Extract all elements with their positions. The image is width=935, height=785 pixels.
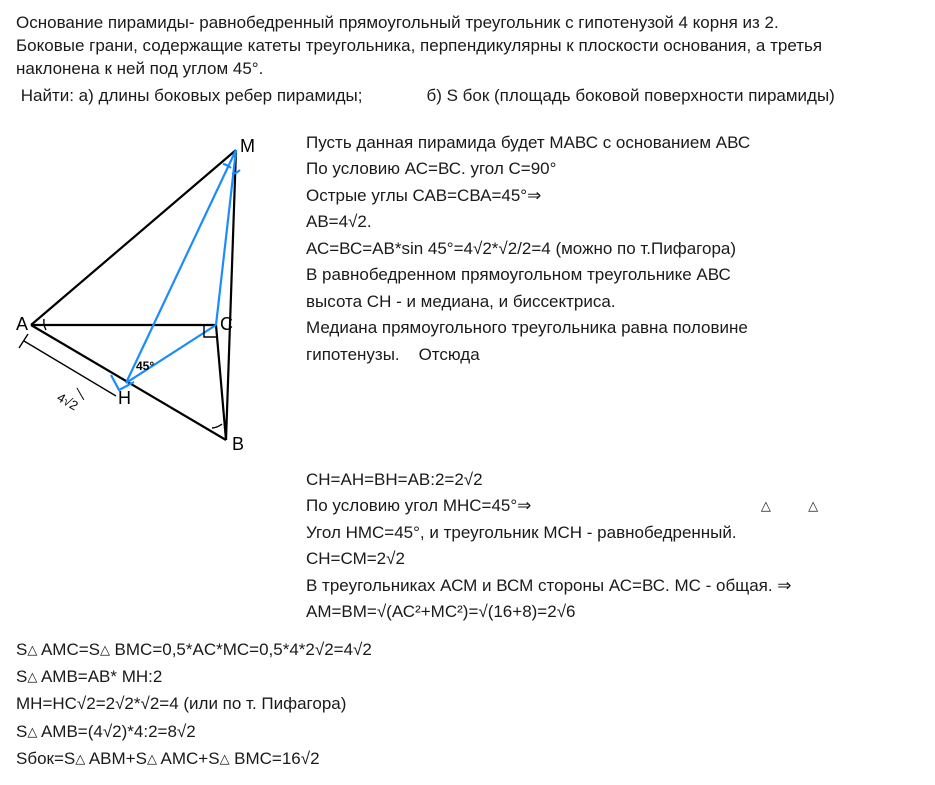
cont-4: СН=СМ=2√2	[306, 546, 919, 572]
cont-3: Угол НМС=45°, и треугольник МСН - равноб…	[306, 520, 919, 546]
area-2: S△ AMB=AB* MH:2	[16, 664, 919, 690]
triangle-icon: △	[27, 667, 37, 687]
triangle-icon: △	[27, 640, 37, 660]
solution-column: Пусть данная пирамида будет МАВС с основ…	[306, 130, 919, 465]
cont-1: СН=АН=ВН=АВ:2=2√2	[306, 467, 919, 493]
label-A: A	[16, 314, 28, 334]
area-1: S△ AMC=S△ BMC=0,5*AC*MC=0,5*4*2√2=4√2	[16, 637, 919, 663]
area-5: Sбок=S△ ABM+S△ AMC+S△ BMC=16√2	[16, 746, 919, 772]
label-B: B	[232, 434, 244, 454]
label-H: H	[118, 388, 131, 408]
label-M: M	[240, 136, 255, 156]
label-45: 45°	[136, 359, 154, 373]
label-hyp: 4√2	[55, 389, 81, 413]
pyramid-svg: A C B M H 45° 4√2	[16, 130, 306, 460]
problem-line-3: наклонена к ней под углом 45°.	[16, 58, 919, 81]
dim-tick-A	[19, 334, 28, 348]
triangle-icon: △	[808, 496, 818, 515]
find-b: б) S бок (площадь боковой поверхности пи…	[426, 85, 834, 108]
sol-4: АВ=4√2.	[306, 209, 919, 235]
triangle-icon: △	[761, 496, 771, 515]
cont-5: В треугольниках АСМ и ВСМ стороны АС=ВС.…	[306, 573, 919, 599]
problem-line-2: Боковые грани, содержащие катеты треугол…	[16, 35, 919, 58]
triangle-icon: △	[220, 749, 230, 769]
find-row: Найти: а) длины боковых ребер пирамиды; …	[16, 85, 919, 108]
triangle-icon: △	[100, 640, 110, 660]
main-row: A C B M H 45° 4√2 Пусть данная пирамида …	[16, 130, 919, 465]
sol-5: АС=ВС=АВ*sin 45°=4√2*√2/2=4 (можно по т.…	[306, 236, 919, 262]
triangle-icon: △	[75, 749, 85, 769]
edge-CB	[216, 325, 226, 440]
triangle-icon: △	[27, 722, 37, 742]
area-calc: S△ AMC=S△ BMC=0,5*AC*MC=0,5*4*2√2=4√2 S△…	[16, 637, 919, 773]
sol-2: По условию АС=ВС. угол С=90°	[306, 156, 919, 182]
area-3: MH=HC√2=2√2*√2=4 (или по т. Пифагора)	[16, 691, 919, 717]
find-a: Найти: а) длины боковых ребер пирамиды;	[16, 85, 362, 108]
sol-7: высота СН - и медиана, и биссектриса.	[306, 289, 919, 315]
sol-1: Пусть данная пирамида будет МАВС с основ…	[306, 130, 919, 156]
arc-B	[212, 424, 222, 428]
sol-6: В равнобедренном прямоугольном треугольн…	[306, 262, 919, 288]
cont-6: АМ=ВМ=√(АС²+МС²)=√(16+8)=2√6	[306, 599, 919, 625]
edge-AM	[31, 150, 236, 325]
problem-statement: Основание пирамиды- равнобедренный прямо…	[16, 12, 919, 108]
triangle-icon: △	[147, 749, 157, 769]
sol-8: Медиана прямоугольного треугольника равн…	[306, 315, 919, 341]
label-C: C	[220, 314, 233, 334]
sol-9: гипотенузы. Отсюда	[306, 342, 919, 368]
cont-2: По условию угол МНС=45°⇒ △ △	[306, 493, 919, 519]
sol-3: Острые углы САВ=СВА=45°⇒	[306, 183, 919, 209]
area-4: S△ AMB=(4√2)*4:2=8√2	[16, 719, 919, 745]
solution-continued: СН=АН=ВН=АВ:2=2√2 По условию угол МНС=45…	[306, 467, 919, 625]
diagram: A C B M H 45° 4√2	[16, 130, 306, 465]
problem-line-1: Основание пирамиды- равнобедренный прямо…	[16, 12, 919, 35]
